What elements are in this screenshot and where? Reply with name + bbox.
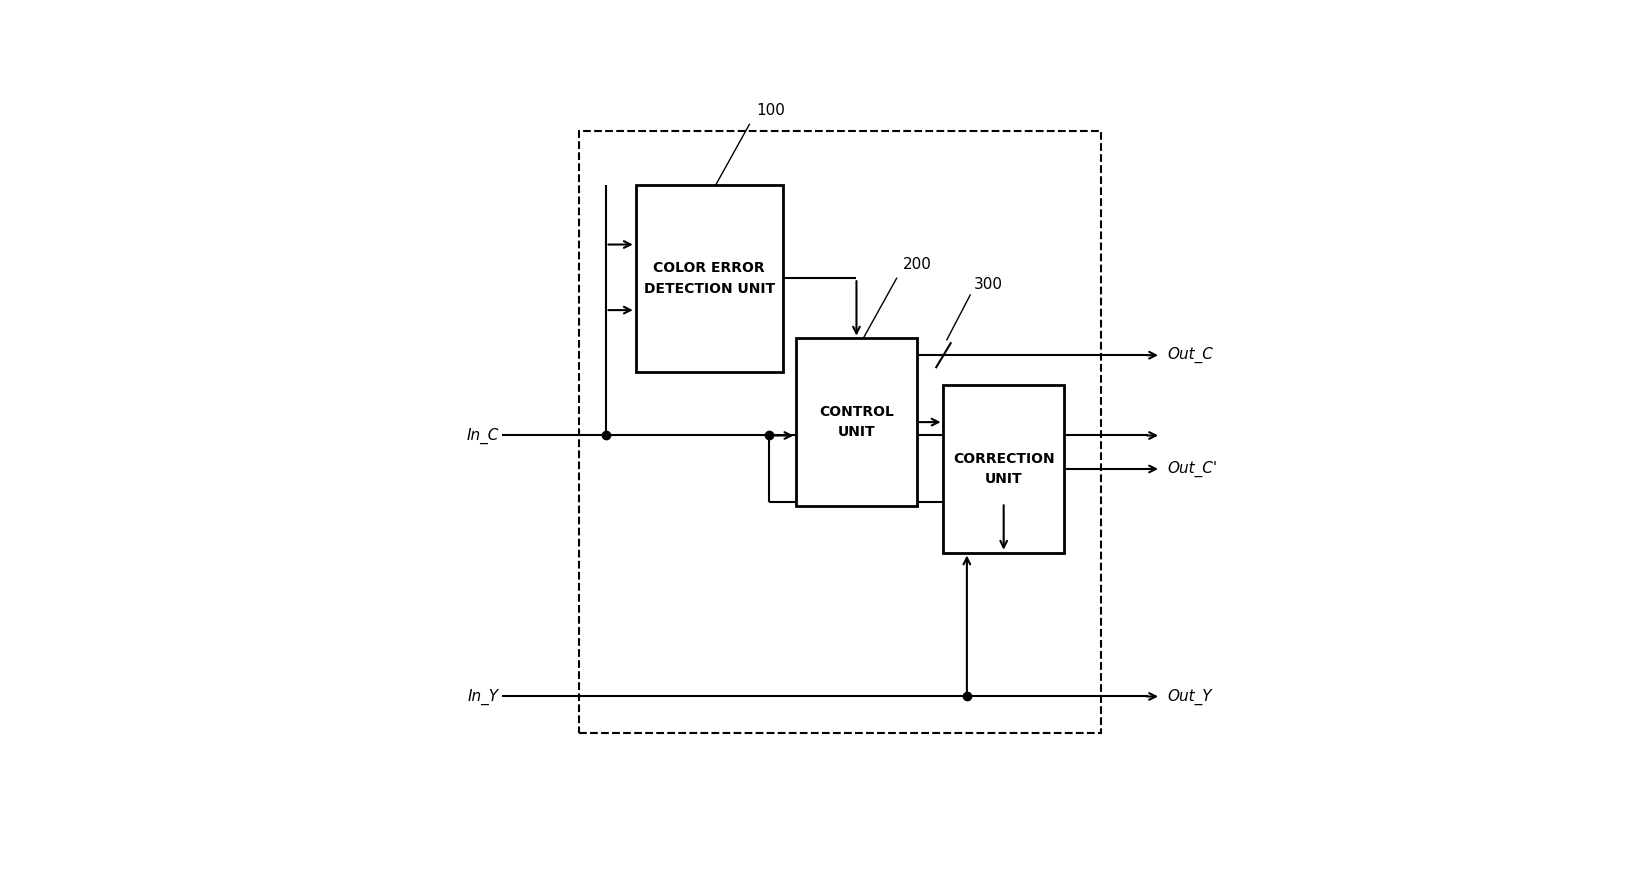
Bar [635,184,783,372]
Text: In_Y: In_Y [467,688,498,705]
Text: 100: 100 [756,103,785,117]
Text: 200: 200 [904,256,932,271]
Text: COLOR ERROR
DETECTION UNIT: COLOR ERROR DETECTION UNIT [643,261,775,295]
Text: Out_Y: Out_Y [1167,688,1213,705]
Bar [943,385,1064,553]
Text: CORRECTION
UNIT: CORRECTION UNIT [953,452,1054,487]
Text: 300: 300 [974,276,1002,292]
Text: Out_C': Out_C' [1167,461,1217,477]
Text: Out_C: Out_C [1167,347,1214,363]
Bar [796,338,917,506]
Text: CONTROL
UNIT: CONTROL UNIT [819,405,894,440]
Bar [579,131,1100,733]
Text: In_C: In_C [467,428,498,443]
